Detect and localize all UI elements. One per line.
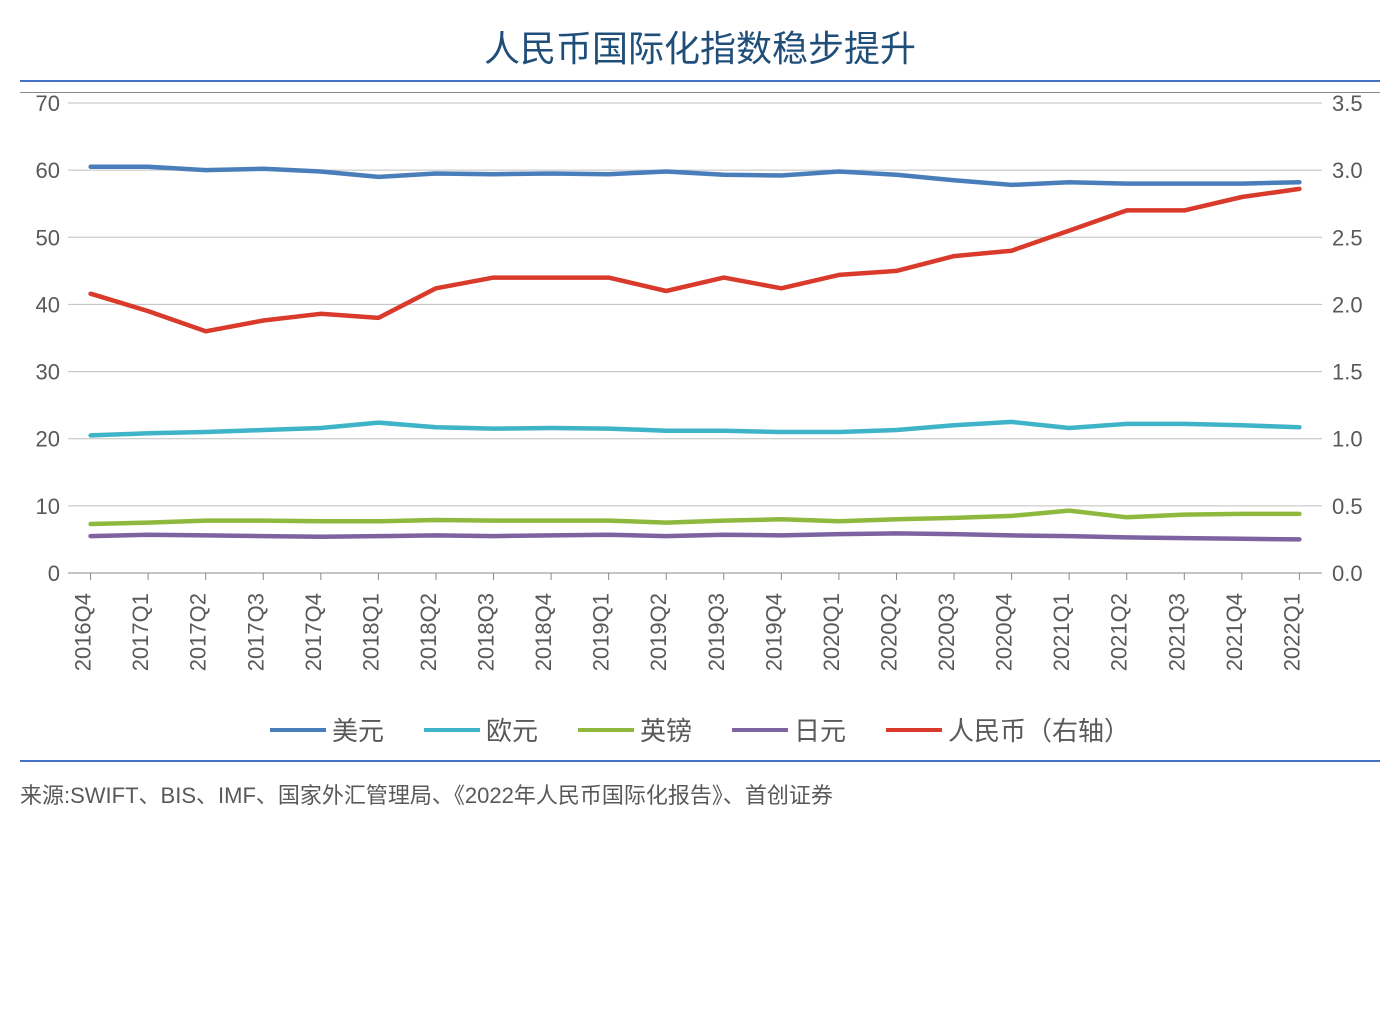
svg-text:2021Q1: 2021Q1 [1049,593,1074,671]
svg-text:2021Q3: 2021Q3 [1164,593,1189,671]
legend-label-cny: 人民币（右轴） [948,711,1130,748]
svg-text:3.5: 3.5 [1332,93,1363,116]
svg-text:2017Q1: 2017Q1 [128,593,153,671]
svg-text:2020Q3: 2020Q3 [934,593,959,671]
svg-text:0.5: 0.5 [1332,494,1363,519]
svg-text:2020Q2: 2020Q2 [876,593,901,671]
legend-label-eur: 欧元 [486,711,538,748]
svg-text:0: 0 [48,561,60,586]
svg-text:2018Q4: 2018Q4 [531,593,556,671]
legend-item-cny: 人民币（右轴） [886,711,1130,748]
legend-swatch-usd [270,728,326,732]
svg-text:2.5: 2.5 [1332,225,1363,250]
legend-item-gbp: 英镑 [578,711,692,748]
svg-text:2016Q4: 2016Q4 [71,593,96,671]
plot-svg: 0 10 20 30 40 50 60 70 0.0 0.5 1.0 1.5 2.0 2.5 3.0 3.5 2… [20,93,1380,693]
svg-text:2017Q4: 2017Q4 [301,593,326,671]
legend-swatch-gbp [578,728,634,732]
svg-text:0.0: 0.0 [1332,561,1363,586]
svg-text:2017Q2: 2017Q2 [186,593,211,671]
svg-text:2021Q4: 2021Q4 [1222,593,1247,671]
svg-text:2020Q4: 2020Q4 [992,593,1017,671]
svg-text:2021Q2: 2021Q2 [1107,593,1132,671]
svg-text:2019Q3: 2019Q3 [704,593,729,671]
svg-text:1.0: 1.0 [1332,427,1363,452]
svg-text:2018Q3: 2018Q3 [474,593,499,671]
svg-text:2018Q2: 2018Q2 [416,593,441,671]
svg-text:2020Q1: 2020Q1 [819,593,844,671]
legend-label-jpy: 日元 [794,711,846,748]
svg-text:3.0: 3.0 [1332,158,1363,183]
legend-label-gbp: 英镑 [640,711,692,748]
svg-text:2019Q1: 2019Q1 [589,593,614,671]
legend-swatch-jpy [732,728,788,732]
source-line: 来源:SWIFT、BIS、IMF、国家外汇管理局、《2022年人民币国际化报告》… [20,762,1380,810]
svg-text:50: 50 [36,225,60,250]
legend-item-usd: 美元 [270,711,384,748]
legend-swatch-eur [424,728,480,732]
svg-text:20: 20 [36,427,60,452]
svg-text:40: 40 [36,292,60,317]
svg-text:2022Q1: 2022Q1 [1279,593,1304,671]
legend-item-jpy: 日元 [732,711,846,748]
svg-text:70: 70 [36,93,60,116]
svg-text:1.5: 1.5 [1332,360,1363,385]
svg-text:60: 60 [36,158,60,183]
legend-label-usd: 美元 [332,711,384,748]
svg-text:2017Q3: 2017Q3 [243,593,268,671]
svg-text:30: 30 [36,360,60,385]
svg-text:2019Q2: 2019Q2 [646,593,671,671]
legend-swatch-cny [886,728,942,732]
chart-container: 人民币国际化指数稳步提升 0 10 20 30 40 50 60 70 0.0 0.5 1.0 1.5… [20,20,1380,810]
svg-text:2019Q4: 2019Q4 [761,593,786,671]
legend: 美元 欧元 英镑 日元 人民币（右轴） [20,693,1380,762]
svg-text:10: 10 [36,494,60,519]
legend-item-eur: 欧元 [424,711,538,748]
svg-text:2.0: 2.0 [1332,292,1363,317]
svg-text:2018Q1: 2018Q1 [358,593,383,671]
chart-title: 人民币国际化指数稳步提升 [20,20,1380,82]
plot-area: 0 10 20 30 40 50 60 70 0.0 0.5 1.0 1.5 2.0 2.5 3.0 3.5 2… [20,92,1380,693]
